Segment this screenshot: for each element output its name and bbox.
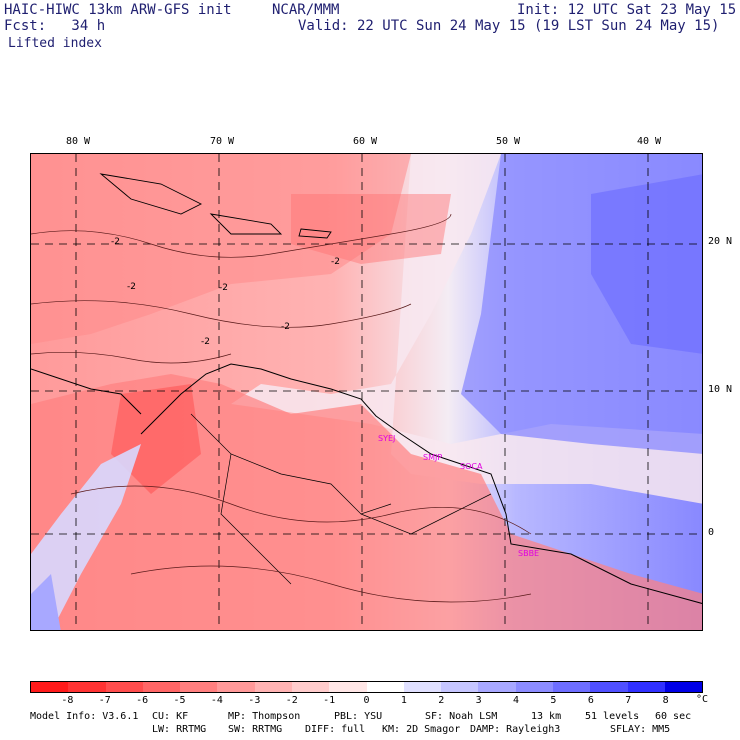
stable-core: [591, 174, 702, 354]
station-soca: SOCA: [460, 462, 483, 471]
colorbar-tick-label: 4: [513, 695, 520, 706]
colorbar-tick-label: -6: [136, 695, 149, 706]
colorbar-tick-label: 5: [550, 695, 557, 706]
model-title: HAIC-HIWC 13km ARW-GFS init: [4, 2, 232, 18]
lat-label-20n: 20 N: [708, 236, 733, 247]
central-america-coast: [31, 368, 142, 415]
contour-label: -2: [127, 282, 136, 292]
map-canvas: -2 -2 -2 -2 -2 -2 SYEJ SMJP SOCA SBBE: [31, 154, 702, 630]
pacific-strip: [31, 444, 141, 630]
model-info-pbl: PBL: YSU: [334, 711, 383, 722]
coastline: [140, 363, 702, 604]
model-info-cu: CU: KF: [152, 711, 189, 722]
colorbar-tick-label: -1: [323, 695, 336, 706]
init-time: Init: 12 UTC Sat 23 May 15: [517, 2, 737, 18]
lat-label-0: 0: [708, 527, 715, 538]
contour-label: -2: [201, 337, 210, 347]
colorbar-swatch: [68, 682, 106, 692]
colorbar-swatch: [627, 682, 665, 692]
lon-label-80w: 80 W: [66, 136, 91, 147]
station-sbbe: SBBE: [518, 549, 539, 558]
institution-label: NCAR/MMM: [272, 2, 340, 18]
colorbar-ticks: -8 -7 -6 -5 -4 -3 -2 -1 0 1 2 3 4 5 6 7 8: [0, 695, 740, 709]
colorbar-swatch: [254, 682, 292, 692]
lon-label-50w: 50 W: [496, 136, 521, 147]
colorbar-tick-label: -5: [173, 695, 186, 706]
model-info-res: 13 km: [531, 711, 562, 722]
model-info-mp: MP: Thompson: [228, 711, 301, 722]
contour-label: -2: [281, 322, 290, 332]
colorbar-swatch: [441, 682, 479, 692]
caribbean-unstable: [31, 154, 411, 344]
colorbar-swatch: [217, 682, 255, 692]
lat-label-10n: 10 N: [708, 384, 733, 395]
model-info-sf: SF: Noah LSM: [425, 711, 498, 722]
colorbar-tick-label: 8: [662, 695, 669, 706]
field-name: Lifted index: [8, 36, 102, 51]
colorbar: [30, 681, 703, 693]
contours: [31, 213, 532, 603]
colorbar-swatch: [478, 682, 516, 692]
colorbar-swatch: [403, 682, 442, 692]
colorbar-swatch: [105, 682, 143, 692]
antilles-coast: [99, 173, 332, 239]
colorbar-tick-label: -2: [285, 695, 298, 706]
lon-label-60w: 60 W: [353, 136, 378, 147]
colorbar-swatch: [291, 682, 330, 692]
colorbar-tick-label: 2: [438, 695, 445, 706]
colorbar-tick-label: 7: [625, 695, 632, 706]
colorbar-swatch: [142, 682, 181, 692]
contour-label: -2: [331, 257, 340, 267]
colorbar-swatch: [552, 682, 591, 692]
model-info-timestep: 60 sec: [655, 711, 692, 722]
colorbar-tick-label: -8: [61, 695, 74, 706]
colorbar-tick-label: -7: [98, 695, 111, 706]
colorbar-tick-label: 0: [363, 695, 370, 706]
colorbar-swatch: [515, 682, 553, 692]
model-info-diff: DIFF: full: [305, 724, 366, 735]
graticule: [31, 154, 702, 630]
colorbar-swatch: [31, 682, 69, 692]
model-info-levels: 51 levels: [585, 711, 640, 722]
colorbar-tick-label: 6: [587, 695, 594, 706]
antilles-unstable: [291, 194, 451, 264]
model-info-km: KM: 2D Smagor: [382, 724, 461, 735]
model-info-sw: SW: RRTMG: [228, 724, 283, 735]
station-syej: SYEJ: [378, 434, 395, 443]
contour-label: -2: [111, 237, 120, 247]
colorbar-unit: °C: [696, 694, 709, 705]
colorbar-tick-label: -4: [210, 695, 223, 706]
pacific-stable: [31, 574, 61, 630]
lon-label-40w: 40 W: [637, 136, 662, 147]
station-smjp: SMJP: [423, 453, 442, 462]
colorbar-tick-label: 1: [400, 695, 407, 706]
model-info-version: Model Info: V3.6.1: [30, 711, 139, 722]
contour-label: -2: [219, 283, 228, 293]
colorbar-swatch: [664, 682, 703, 692]
model-info-lw: LW: RRTMG: [152, 724, 207, 735]
colorbar-tick-label: 3: [475, 695, 482, 706]
valid-time: Valid: 22 UTC Sun 24 May 15 (19 LST Sun …: [298, 18, 720, 34]
lon-label-70w: 70 W: [210, 136, 235, 147]
forecast-hour: Fcst: 34 h: [4, 18, 106, 34]
model-info-sflay: SFLAY: MM5: [610, 724, 671, 735]
colorbar-swatch: [366, 682, 404, 692]
lifted-index-map: -2 -2 -2 -2 -2 -2 SYEJ SMJP SOCA SBBE: [30, 153, 703, 631]
colorbar-swatch: [329, 682, 367, 692]
model-info-damp: DAMP: Rayleigh3: [470, 724, 561, 735]
colorbar-tick-label: -3: [248, 695, 261, 706]
colorbar-swatch: [180, 682, 218, 692]
colorbar-swatch: [590, 682, 628, 692]
